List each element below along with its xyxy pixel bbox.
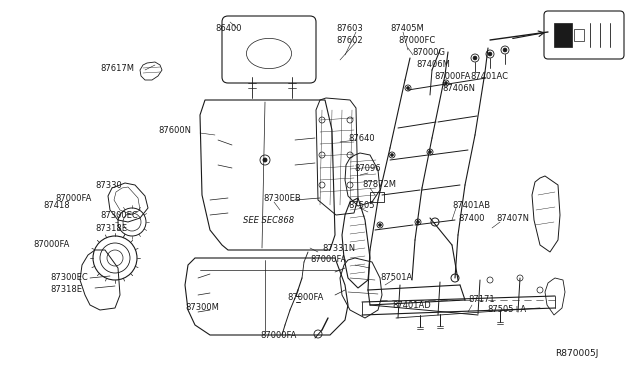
Circle shape [429,151,431,154]
Text: 87401AC: 87401AC [470,71,508,80]
Circle shape [263,158,267,162]
Circle shape [445,81,447,84]
Text: 87318E: 87318E [50,285,82,295]
Circle shape [503,48,507,52]
Text: 87000FC: 87000FC [398,35,435,45]
Text: 87405M: 87405M [390,23,424,32]
Text: 87505+A: 87505+A [487,305,526,314]
Text: 87318E: 87318E [95,224,127,232]
Text: 87000FA: 87000FA [260,331,296,340]
Text: 87872M: 87872M [362,180,396,189]
Text: 87096: 87096 [354,164,381,173]
Text: 87000FA: 87000FA [434,71,470,80]
Circle shape [390,154,394,157]
Text: 87602: 87602 [336,35,363,45]
Text: 87407N: 87407N [496,214,529,222]
Text: 87000FA: 87000FA [310,256,346,264]
Text: 87171: 87171 [468,295,495,305]
Text: R870005J: R870005J [555,350,598,359]
Text: 87000FA: 87000FA [33,240,69,248]
Circle shape [417,221,419,224]
Circle shape [488,52,492,56]
Text: 87401AD: 87401AD [392,301,431,310]
Bar [370,192,384,202]
Text: 87331N: 87331N [322,244,355,253]
Text: 87406N: 87406N [442,83,475,93]
Text: 87600N: 87600N [158,125,191,135]
Text: 87000FA: 87000FA [287,294,323,302]
Text: 87401AB: 87401AB [452,201,490,209]
Text: 87300EC: 87300EC [50,273,88,282]
Text: SEE SEC868: SEE SEC868 [243,215,294,224]
Text: 87418: 87418 [43,201,70,209]
Text: 87617M: 87617M [100,64,134,73]
Text: 87505: 87505 [348,201,374,209]
Text: 87400: 87400 [458,214,484,222]
Text: 87640: 87640 [348,134,374,142]
Text: 87300EC: 87300EC [100,211,138,219]
Text: 87603: 87603 [336,23,363,32]
Text: 87000G: 87000G [412,48,445,57]
Text: 87406M: 87406M [416,60,450,68]
Circle shape [406,87,410,90]
Bar [574,29,584,41]
Bar [554,23,572,47]
Text: 86400: 86400 [215,23,241,32]
Text: 87300M: 87300M [185,304,219,312]
Text: 87300EB: 87300EB [263,193,301,202]
Text: 87000FA: 87000FA [55,193,92,202]
Circle shape [473,56,477,60]
Text: 87330: 87330 [95,180,122,189]
Circle shape [378,224,381,227]
Text: 87501A: 87501A [380,273,412,282]
